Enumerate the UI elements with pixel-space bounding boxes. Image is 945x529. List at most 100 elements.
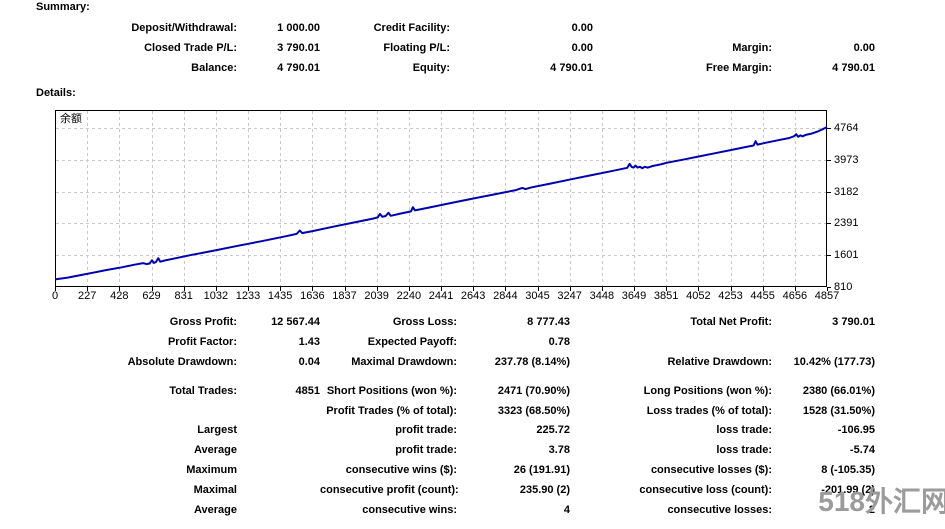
- x-tick-label: 3448: [589, 290, 615, 302]
- details-row-maximum: Maximum consecutive wins ($): 26 (191.91…: [0, 460, 945, 480]
- total-trades-label: Total Trades:: [169, 385, 237, 397]
- y-tick-label: 4764: [834, 122, 859, 134]
- average-loss-trade-label: loss trade:: [716, 444, 772, 456]
- long-positions-value: 2380 (66.01%): [802, 385, 875, 397]
- credit-facility-label: Credit Facility:: [373, 22, 450, 34]
- average-loss-trade-value: -5.74: [849, 444, 875, 456]
- gross-profit-label: Gross Profit:: [169, 316, 237, 328]
- equity-value: 4 790.01: [550, 62, 593, 74]
- total-net-profit-value: 3 790.01: [832, 316, 875, 328]
- x-tick-label: 1435: [267, 290, 293, 302]
- loss-trades-label: Loss trades (% of total):: [646, 405, 772, 417]
- details-row-average-trade: Average profit trade: 3.78 loss trade: -…: [0, 440, 945, 460]
- x-tick-label: 629: [142, 290, 161, 302]
- y-tick-label: 2391: [834, 217, 859, 230]
- gross-profit-value: 12 567.44: [271, 316, 320, 328]
- details-heading: Details:: [36, 87, 76, 99]
- details-row-win-loss: Profit Trades (% of total): 3323 (68.50%…: [0, 401, 945, 421]
- y-tick-label: 3973: [834, 153, 859, 166]
- x-tick-label: 2039: [364, 290, 389, 302]
- summary-table: Deposit/Withdrawal: 1 000.00 Credit Faci…: [0, 18, 945, 78]
- x-tick-label: 4455: [750, 290, 775, 302]
- details-row-totals: Total Trades: 4851 Short Positions (won …: [0, 381, 945, 401]
- absolute-drawdown-value: 0.04: [298, 356, 320, 368]
- profit-trades-label: Profit Trades (% of total):: [326, 405, 457, 417]
- credit-facility-value: 0.00: [571, 22, 593, 34]
- margin-label: Margin:: [732, 42, 772, 54]
- x-tick-label: 2643: [460, 290, 486, 302]
- free-margin-label: Free Margin:: [705, 62, 772, 74]
- x-tick-label: 1032: [203, 290, 229, 302]
- x-tick-label: 3247: [557, 290, 582, 302]
- margin-value: 0.00: [853, 42, 875, 54]
- x-tick-label: 428: [110, 290, 129, 302]
- x-tick-label: 4857: [814, 290, 840, 302]
- x-tick-label: 831: [174, 290, 193, 302]
- x-tick-label: 3851: [653, 290, 679, 302]
- consecutive-losses-money-value: 8 (-105.35): [821, 464, 875, 476]
- consecutive-losses-value: 2: [868, 504, 875, 516]
- consecutive-wins-label: consecutive wins:: [362, 504, 457, 516]
- loss-trades-value: 1528 (31.50%): [802, 405, 875, 417]
- details-row-gross: Gross Profit: 12 567.44 Gross Loss: 8 77…: [0, 312, 945, 332]
- gross-loss-label: Gross Loss:: [392, 316, 457, 328]
- x-tick-label: 4052: [686, 290, 711, 302]
- details-row-factor: Profit Factor: 1.43 Expected Payoff: 0.7…: [0, 332, 945, 352]
- watermark-518waihui: 518外汇网: [818, 486, 945, 517]
- summary-row-closed-pl: Closed Trade P/L: 3 790.01 Floating P/L:…: [0, 38, 945, 58]
- consecutive-losses-label: consecutive losses:: [667, 504, 772, 516]
- summary-row-balance: Balance: 4 790.01 Equity: 4 790.01 Free …: [0, 58, 945, 78]
- largest-profit-trade-label: profit trade:: [395, 424, 457, 436]
- largest-profit-trade-value: 225.72: [536, 424, 570, 436]
- consecutive-loss-count-label: consecutive loss (count):: [639, 484, 772, 496]
- average-consecutive-label: Average: [193, 504, 237, 516]
- details-row-maximal: Maximal consecutive profit (count): 235.…: [0, 480, 945, 500]
- balance-label: Balance:: [191, 62, 237, 74]
- balance-chart: 余额: [55, 110, 841, 300]
- x-tick-label: 0: [51, 290, 59, 302]
- average-label: Average: [193, 444, 237, 456]
- average-profit-trade-label: profit trade:: [395, 444, 457, 456]
- consecutive-wins-value: 4: [563, 504, 570, 516]
- chart-legend-balance: 余额: [60, 113, 82, 125]
- maximal-label: Maximal: [193, 484, 237, 496]
- details-table-profit: Gross Profit: 12 567.44 Gross Loss: 8 77…: [0, 312, 945, 372]
- expected-payoff-value: 0.78: [548, 336, 570, 348]
- deposit-withdrawal-label: Deposit/Withdrawal:: [131, 22, 237, 34]
- short-positions-label: Short Positions (won %):: [326, 385, 457, 397]
- total-trades-value: 4851: [295, 385, 320, 397]
- relative-drawdown-value: 10.42% (177.73): [793, 356, 875, 368]
- consecutive-profit-count-value: 235.90 (2): [519, 484, 570, 496]
- x-tick-label: 2240: [396, 290, 422, 302]
- gross-loss-value: 8 777.43: [527, 316, 570, 328]
- relative-drawdown-label: Relative Drawdown:: [667, 356, 772, 368]
- balance-value: 4 790.01: [277, 62, 320, 74]
- profit-factor-value: 1.43: [298, 336, 320, 348]
- x-tick-label: 2441: [428, 290, 454, 302]
- consecutive-loss-count-value: -201.99 (2): [821, 484, 875, 496]
- maximal-drawdown-label: Maximal Drawdown:: [351, 356, 457, 368]
- deposit-withdrawal-value: 1 000.00: [277, 22, 320, 34]
- x-tick-label: 4253: [718, 290, 743, 302]
- total-net-profit-label: Total Net Profit:: [690, 316, 772, 328]
- x-tick-label: 227: [77, 290, 97, 302]
- free-margin-value: 4 790.01: [832, 62, 875, 74]
- maximal-drawdown-value: 237.78 (8.14%): [494, 356, 570, 368]
- average-profit-trade-value: 3.78: [548, 444, 570, 456]
- maximum-label: Maximum: [186, 464, 237, 476]
- closed-trade-pl-value: 3 790.01: [277, 42, 320, 54]
- details-row-drawdown: Absolute Drawdown: 0.04 Maximal Drawdown…: [0, 352, 945, 372]
- x-tick-label: 3649: [621, 290, 647, 302]
- summary-heading: Summary:: [36, 1, 90, 13]
- x-tick-label: 1233: [235, 290, 261, 302]
- floating-pl-label: Floating P/L:: [383, 42, 450, 54]
- x-tick-label: 1837: [332, 290, 357, 302]
- consecutive-wins-money-value: 26 (191.91): [513, 464, 570, 476]
- consecutive-wins-money-label: consecutive wins ($):: [345, 464, 457, 476]
- absolute-drawdown-label: Absolute Drawdown:: [127, 356, 237, 368]
- profit-trades-value: 3323 (68.50%): [497, 405, 570, 417]
- closed-trade-pl-label: Closed Trade P/L:: [144, 42, 237, 54]
- details-table-trades: Total Trades: 4851 Short Positions (won …: [0, 381, 945, 421]
- y-tick-label: 810: [834, 281, 853, 293]
